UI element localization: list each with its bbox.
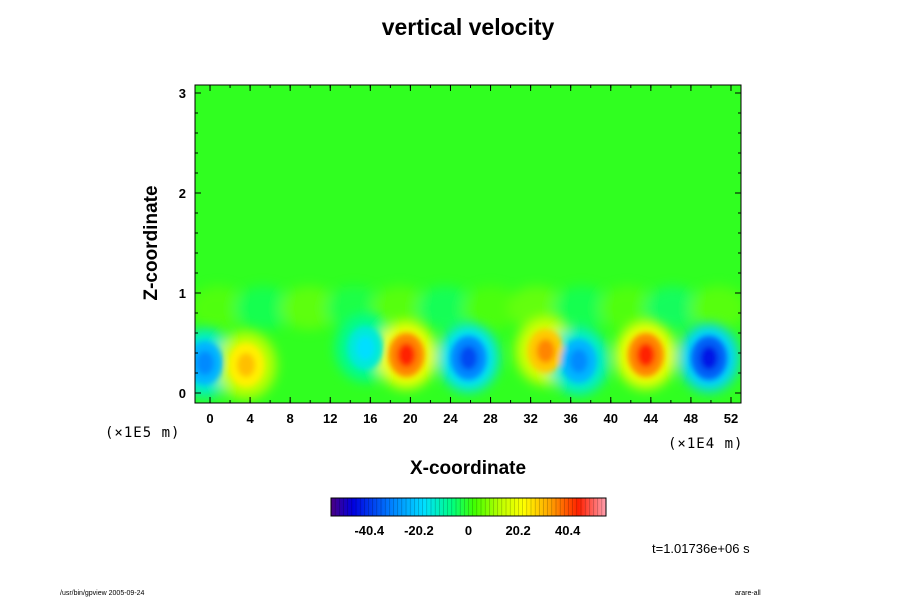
cell-core	[636, 343, 655, 367]
colorbar-frame	[330, 497, 607, 517]
x-tick-label: 36	[563, 411, 577, 426]
cell-core	[569, 349, 588, 373]
x-tick-label: 40	[604, 411, 618, 426]
colorbar: -40.4 -20.2 0 20.2 40.4	[330, 497, 607, 538]
cell-core	[459, 346, 478, 370]
colorbar-gradient	[331, 498, 606, 516]
x-tick-label: 52	[724, 411, 738, 426]
turbulence-cell	[462, 286, 519, 330]
x-tick-label: 8	[287, 411, 294, 426]
turbulence-cell	[599, 286, 656, 330]
cell-core	[237, 353, 256, 377]
cell-core	[397, 343, 416, 367]
turbulence-cell	[195, 286, 246, 330]
x-tick-label: 12	[323, 411, 337, 426]
turbulence-cell	[553, 286, 610, 330]
y-tick-label: 1	[179, 286, 186, 301]
x-tick-label: 24	[443, 411, 458, 426]
x-axis-unit: (×1E4 m)	[668, 436, 744, 452]
y-tick-label: 3	[179, 86, 186, 101]
x-tick-label: 44	[644, 411, 659, 426]
colorbar-tick-label: -40.4	[354, 523, 384, 538]
x-tick-label: 4	[246, 411, 254, 426]
x-tick-label: 16	[363, 411, 377, 426]
turbulence-cell	[280, 286, 337, 330]
x-tick-label: 48	[684, 411, 698, 426]
heatmap-field	[195, 85, 741, 403]
plot-frame	[194, 84, 742, 404]
footer-filename: arare-all	[735, 590, 761, 597]
time-label: t=1.01736e+06 s	[652, 541, 750, 556]
y-tick-label: 0	[179, 386, 186, 401]
y-axis: 0 1 2 3	[179, 86, 741, 401]
turbulence-cell	[690, 286, 741, 330]
y-axis-unit: (×1E5 m)	[105, 425, 181, 441]
colorbar-tick-label: 20.2	[505, 523, 530, 538]
x-tick-label: 20	[403, 411, 417, 426]
turbulence-cell	[644, 286, 701, 330]
cell-core	[356, 336, 375, 360]
cell-cores	[195, 326, 727, 387]
cell-core	[536, 339, 555, 363]
footer-command: /usr/bin/gpview 2005-09-24	[60, 590, 145, 597]
colorbar-tick-label: 0	[465, 523, 472, 538]
turbulence-cell	[417, 286, 474, 330]
x-tick-label: 0	[206, 411, 213, 426]
cell-core	[196, 351, 215, 375]
y-tick-label: 2	[179, 186, 186, 201]
turbulence-cell	[235, 286, 292, 330]
cell-core	[699, 346, 718, 370]
colorbar-tick-label: -20.2	[404, 523, 434, 538]
colorbar-tick-label: 40.4	[555, 523, 581, 538]
x-tick-label: 28	[483, 411, 497, 426]
turbulence-cell	[371, 286, 428, 330]
x-tick-label: 32	[523, 411, 537, 426]
x-axis-label: X-coordinate	[409, 458, 527, 479]
x-axis: 0 4 8 12 16 20 24 28 32 36 40 44 48 52	[206, 85, 738, 426]
chart-title: vertical velocity	[381, 14, 555, 40]
y-axis-label: Z-coordinate	[141, 185, 162, 301]
